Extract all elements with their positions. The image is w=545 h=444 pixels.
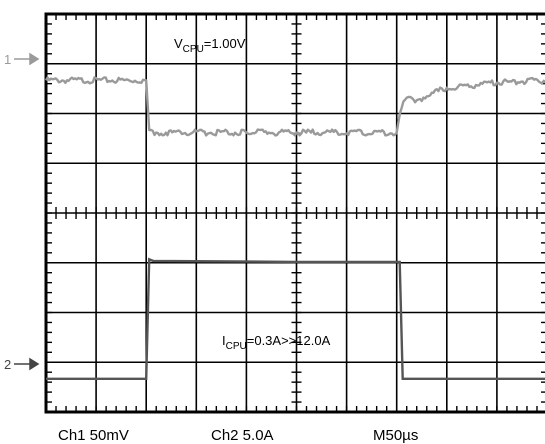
ch2-ground-marker-label: 2 — [4, 357, 11, 372]
graticule — [45, 13, 545, 413]
ch1-scale-readout: Ch1 50mV — [58, 427, 129, 444]
ch2-scale-readout: Ch2 5.0A — [211, 427, 274, 444]
traces — [44, 76, 545, 380]
icpu-annotation: ICPU=0.3A>>12.0A — [222, 333, 331, 352]
vcpu-annotation: VCPU=1.00V — [174, 36, 246, 55]
ch2-icpu-trace — [46, 257, 545, 380]
ch1-ground-marker-label: 1 — [4, 52, 11, 67]
timebase-readout: M50µs — [373, 427, 418, 444]
plot-frame — [44, 12, 545, 414]
ch2-ground-arrow-icon — [14, 357, 40, 371]
ch1-vcpu-trace — [44, 76, 545, 137]
ch1-ground-arrow-icon — [14, 52, 40, 66]
